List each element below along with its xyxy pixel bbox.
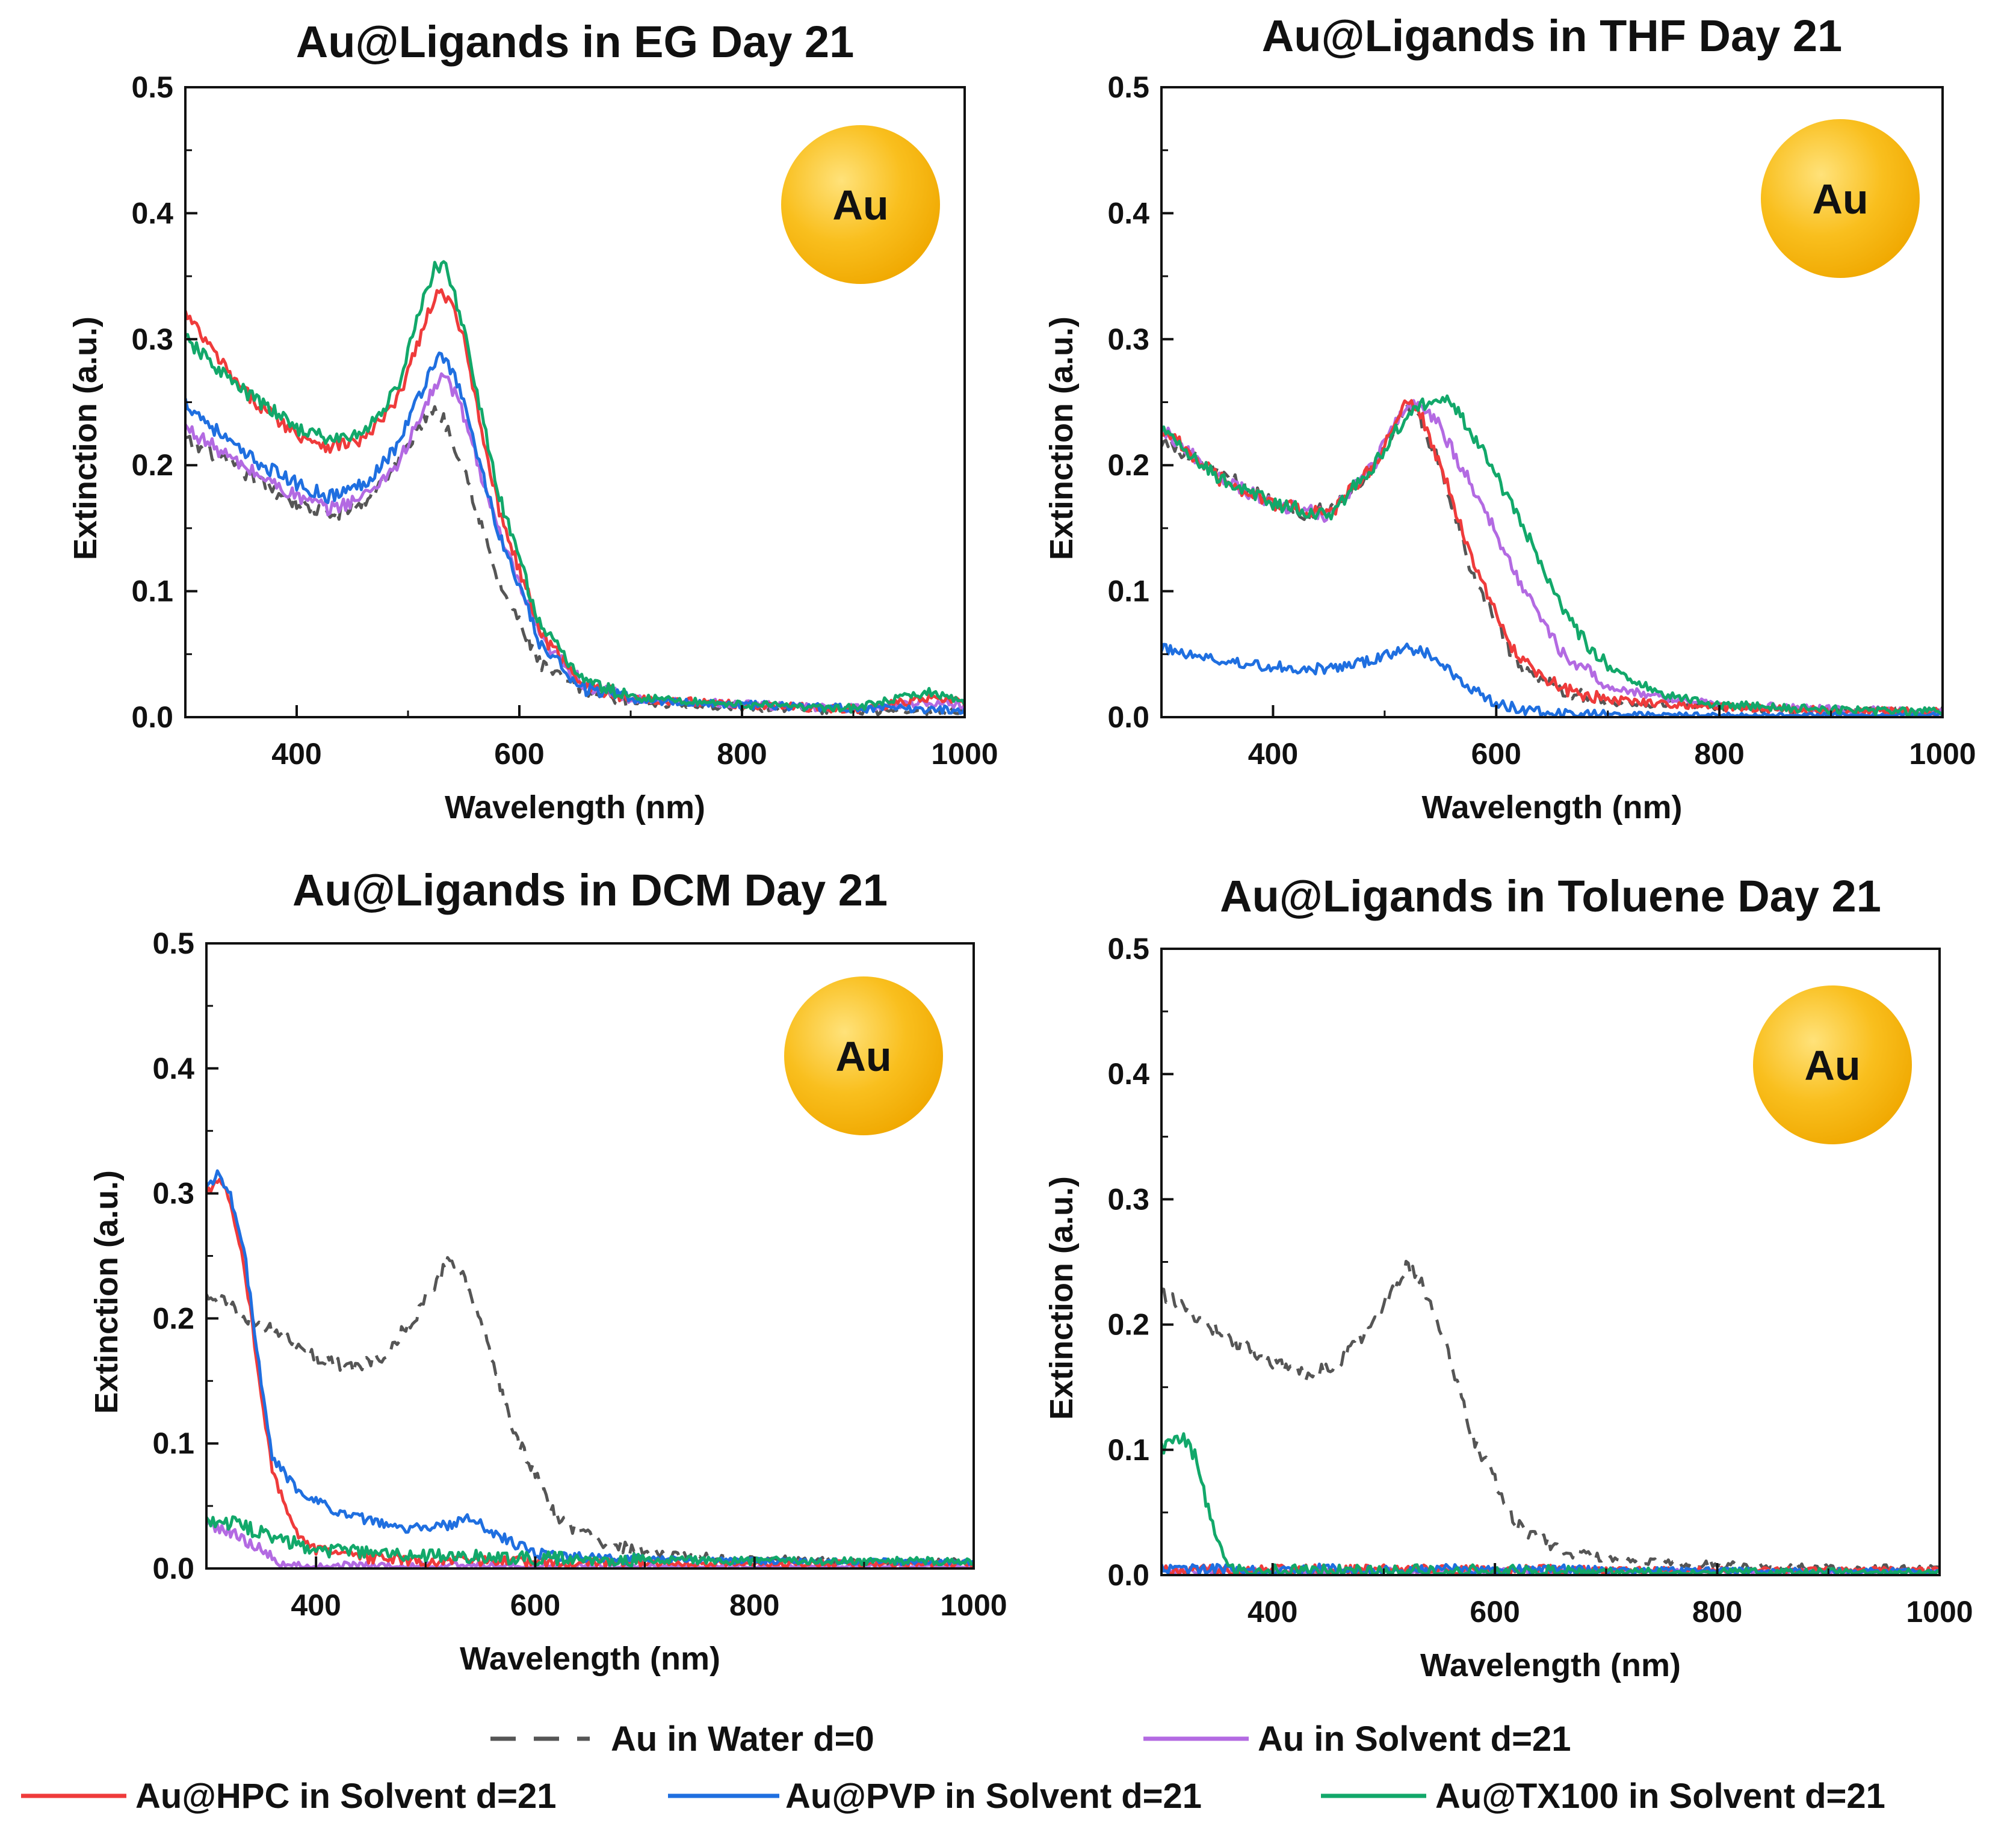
x-tick-label: 400 <box>1248 737 1298 771</box>
x-tick-label: 600 <box>510 1588 560 1622</box>
series-line-water <box>185 405 965 717</box>
gold-particle-label: Au <box>832 182 888 229</box>
legend-entry-hpc: Au@HPC in Solvent d=21 <box>21 1777 557 1816</box>
chart-title: Au@Ligands in DCM Day 21 <box>292 865 888 915</box>
y-tick-label: 0.4 <box>1107 1057 1149 1091</box>
series-group <box>1161 1260 1940 1575</box>
x-tick-label: 800 <box>717 737 767 771</box>
y-tick-label: 0.0 <box>152 1552 194 1585</box>
y-tick-label: 0.0 <box>1107 700 1149 734</box>
y-tick-label: 0.3 <box>1107 1182 1149 1216</box>
chart-title: Au@Ligands in THF Day 21 <box>1262 11 1842 61</box>
y-tick-label: 0.5 <box>1107 70 1149 104</box>
x-tick-label: 400 <box>271 737 321 771</box>
series-line-pvp <box>185 351 965 715</box>
legend-label-water: Au in Water d=0 <box>611 1719 874 1759</box>
x-axis-label: Wavelength (nm) <box>445 789 705 825</box>
y-tick-label: 0.1 <box>152 1426 194 1460</box>
y-tick-label: 0.2 <box>152 1301 194 1335</box>
y-axis-label: Extinction (a.u.) <box>88 1170 125 1414</box>
legend-label-hpc: Au@HPC in Solvent d=21 <box>135 1777 557 1816</box>
series-line-tx100 <box>185 260 965 714</box>
series-line-pvp <box>1161 643 1943 717</box>
series-line-hpc <box>206 1177 974 1568</box>
x-tick-label: 1000 <box>940 1588 1007 1622</box>
x-tick-label: 800 <box>1694 737 1744 771</box>
y-axis-label: Extinction (a.u.) <box>1044 1176 1080 1420</box>
x-tick-label: 800 <box>729 1588 779 1622</box>
chart-title: Au@Ligands in EG Day 21 <box>296 17 854 67</box>
y-tick-label: 0.1 <box>1107 1433 1149 1467</box>
gold-particle-icon: Au <box>784 976 943 1135</box>
x-tick-label: 600 <box>1470 1595 1520 1629</box>
series-line-tx100 <box>206 1515 974 1568</box>
series-line-tx100 <box>1161 1432 1940 1575</box>
x-tick-label: 800 <box>1692 1595 1742 1629</box>
series-line-pvp <box>206 1169 974 1567</box>
series-line-tx100 <box>1161 394 1943 717</box>
y-tick-label: 0.4 <box>131 196 173 230</box>
series-group <box>185 260 965 717</box>
y-tick-label: 0.4 <box>152 1052 194 1085</box>
x-tick-label: 1000 <box>931 737 998 771</box>
y-tick-label: 0.2 <box>1107 448 1149 482</box>
gold-particle-circle <box>1753 985 1912 1144</box>
x-axis-label: Wavelength (nm) <box>460 1641 720 1677</box>
gold-particle-circle <box>784 976 943 1135</box>
legend-label-tx100: Au@TX100 in Solvent d=21 <box>1435 1777 1885 1816</box>
gold-particle-circle <box>781 125 940 284</box>
x-axis-label: Wavelength (nm) <box>1420 1647 1681 1683</box>
y-tick-label: 0.5 <box>152 927 194 960</box>
legend-entry-pvp: Au@PVP in Solvent d=21 <box>668 1777 1202 1816</box>
series-group <box>206 1169 974 1568</box>
y-tick-label: 0.2 <box>131 448 173 482</box>
y-tick-label: 0.0 <box>1107 1558 1149 1592</box>
chart-title: Au@Ligands in Toluene Day 21 <box>1220 871 1881 921</box>
gold-particle-icon: Au <box>1753 985 1912 1144</box>
y-tick-label: 0.4 <box>1107 196 1149 230</box>
chart-panel-1: Au@Ligands in EG Day 21 0.0 0.1 0.2 0.3 0.4 0.… <box>67 17 998 825</box>
legend-entry-solvent: Au in Solvent d=21 <box>1143 1719 1571 1759</box>
y-axis-label: Extinction (a.u.) <box>1044 316 1080 560</box>
x-tick-label: 400 <box>1248 1595 1297 1629</box>
legend: Au in Water d=0 Au in Solvent d=21 Au@HP… <box>21 1719 1885 1816</box>
x-axis-label: Wavelength (nm) <box>1421 789 1682 825</box>
gold-particle-label: Au <box>1804 1042 1860 1089</box>
y-tick-label: 0.1 <box>1107 575 1149 608</box>
series-group <box>1161 394 1943 717</box>
y-tick-label: 0.1 <box>131 575 173 608</box>
chart-panel-2: Au@Ligands in THF Day 21 0.0 0.1 0.2 0.3 0.4 0… <box>1044 11 1976 825</box>
gold-particle-label: Au <box>1812 176 1868 223</box>
chart-panel-3: Au@Ligands in DCM Day 21 0.0 0.1 0.2 0.3 0.4 0… <box>88 865 1007 1677</box>
series-line-water <box>206 1256 974 1568</box>
gold-particle-icon: Au <box>781 125 940 284</box>
y-tick-label: 0.3 <box>131 322 173 356</box>
x-tick-label: 1000 <box>1909 737 1976 771</box>
gold-particle-circle <box>1761 119 1920 278</box>
y-tick-label: 0.5 <box>1107 932 1149 966</box>
x-tick-label: 600 <box>1471 737 1521 771</box>
panels: Au@Ligands in EG Day 21 0.0 0.1 0.2 0.3 0.4 0.… <box>67 11 1976 1683</box>
legend-entry-water: Au in Water d=0 <box>490 1719 874 1759</box>
y-axis-label: Extinction (a.u.) <box>67 316 104 560</box>
y-tick-label: 0.3 <box>1107 322 1149 356</box>
legend-label-pvp: Au@PVP in Solvent d=21 <box>785 1777 1202 1816</box>
chart-panel-4: Au@Ligands in Toluene Day 21 0.0 0.1 0.2 0.3… <box>1044 871 1973 1683</box>
series-line-water <box>1161 1260 1940 1574</box>
y-tick-label: 0.3 <box>152 1177 194 1210</box>
y-tick-label: 0.2 <box>1107 1308 1149 1342</box>
x-tick-label: 1000 <box>1906 1595 1973 1629</box>
legend-label-solvent: Au in Solvent d=21 <box>1258 1719 1571 1759</box>
gold-particle-icon: Au <box>1761 119 1920 278</box>
legend-entry-tx100: Au@TX100 in Solvent d=21 <box>1321 1777 1885 1816</box>
x-tick-label: 400 <box>291 1588 341 1622</box>
y-tick-label: 0.0 <box>131 700 173 734</box>
y-tick-label: 0.5 <box>131 70 173 104</box>
x-tick-label: 600 <box>494 737 544 771</box>
gold-particle-label: Au <box>835 1033 891 1080</box>
